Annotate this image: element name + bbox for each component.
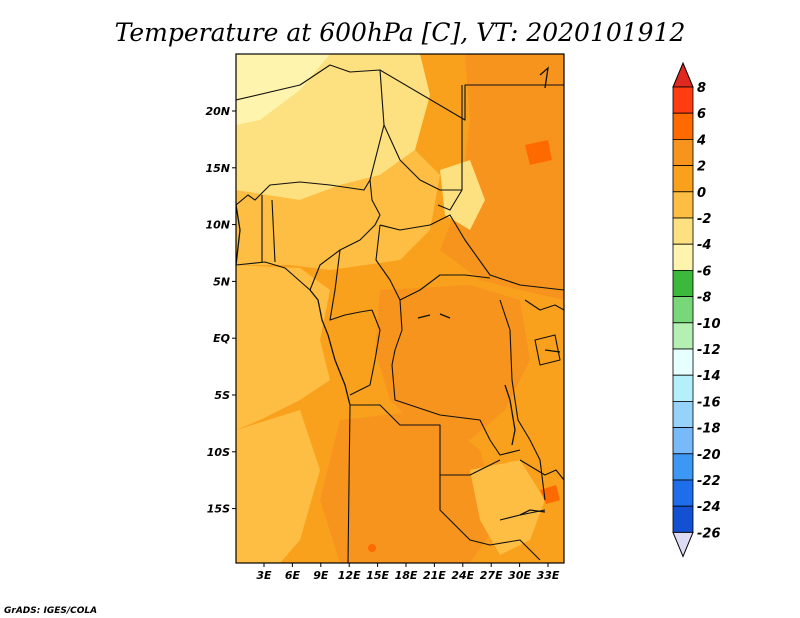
lat-tick-label: 15N — [205, 162, 230, 175]
colorbar: 8 6 4 2 0 -2 -4 -6 -8 -10 -12 -14 -16 -18 -20 -22 -24 -26 — [672, 61, 721, 558]
map-panel: 3E 6E 9E 12E 15E 18E 21E 24E 27E 30E 33E 20N 15N 10N… — [205, 53, 565, 582]
colorbar-swatch — [672, 165, 694, 193]
lon-tick-label: 18E — [395, 569, 418, 582]
colorbar-swatch — [672, 191, 694, 219]
lon-tick-label: 9E — [313, 569, 329, 582]
colorbar-bottom-arrow — [672, 531, 694, 558]
map-frame — [235, 53, 565, 564]
lon-tick-label: 27E — [480, 569, 503, 582]
lon-tick-label: 3E — [256, 569, 272, 582]
colorbar-label: -14 — [697, 369, 721, 384]
map-title: Temperature at 600hPa [C], VT: 202010191… — [115, 18, 686, 47]
colorbar-label: 8 — [697, 81, 706, 96]
longitude-axis: 3E 6E 9E 12E 15E 18E 21E 24E 27E 30E 33E — [256, 563, 560, 582]
lat-tick-label: 20N — [205, 105, 230, 118]
colorbar-label: -16 — [697, 395, 721, 410]
lon-tick-label: 15E — [366, 569, 389, 582]
colorbar-swatch — [672, 112, 694, 140]
colorbar-label: -22 — [697, 474, 721, 489]
lon-tick-label: 30E — [508, 569, 531, 582]
colorbar-swatch — [672, 86, 694, 114]
lat-tick-label: 10N — [205, 219, 230, 232]
colorbar-label: -12 — [697, 343, 721, 358]
colorbar-label: -6 — [697, 264, 711, 279]
colorbar-swatch — [672, 243, 694, 271]
colorbar-label: 6 — [697, 107, 706, 122]
colorbar-swatch — [672, 479, 694, 507]
credit-label: GrADS: IGES/COLA — [4, 606, 97, 616]
lat-tick-label: 15S — [207, 503, 230, 516]
lon-tick-label: 24E — [451, 569, 474, 582]
colorbar-label: 0 — [697, 186, 706, 201]
colorbar-label: -4 — [697, 238, 711, 253]
lon-tick-label: 12E — [338, 569, 361, 582]
colorbar-label: -26 — [697, 526, 721, 541]
latitude-axis: 20N 15N 10N 5N EQ 5S 10S 15S — [205, 105, 236, 516]
colorbar-label: -2 — [697, 212, 711, 227]
colorbar-swatch — [672, 505, 694, 533]
colorbar-swatch — [672, 217, 694, 245]
colorbar-label: -8 — [697, 291, 711, 306]
colorbar-swatch — [672, 348, 694, 376]
colorbar-label: -18 — [697, 422, 721, 437]
colorbar-label: 2 — [697, 160, 706, 175]
colorbar-label: -24 — [697, 500, 721, 515]
lon-tick-label: 6E — [285, 569, 301, 582]
colorbar-top-arrow — [672, 61, 694, 88]
colorbar-swatch — [672, 322, 694, 350]
colorbar-swatch — [672, 427, 694, 455]
colorbar-swatch — [672, 138, 694, 166]
lat-tick-label: 5S — [214, 389, 230, 402]
lat-tick-label: 5N — [213, 275, 230, 288]
colorbar-swatch — [672, 269, 694, 297]
lat-tick-label: 10S — [207, 446, 230, 459]
colorbar-swatch — [672, 374, 694, 402]
lat-tick-label: EQ — [213, 332, 230, 345]
temperature-field — [236, 54, 564, 563]
colorbar-label: -20 — [697, 448, 721, 463]
colorbar-label: -10 — [697, 317, 721, 332]
lon-tick-label: 33E — [537, 569, 560, 582]
colorbar-swatch — [672, 400, 694, 428]
colorbar-swatch — [672, 453, 694, 481]
lon-tick-label: 21E — [423, 569, 446, 582]
colorbar-swatch — [672, 296, 694, 324]
colorbar-label: 4 — [696, 133, 706, 148]
